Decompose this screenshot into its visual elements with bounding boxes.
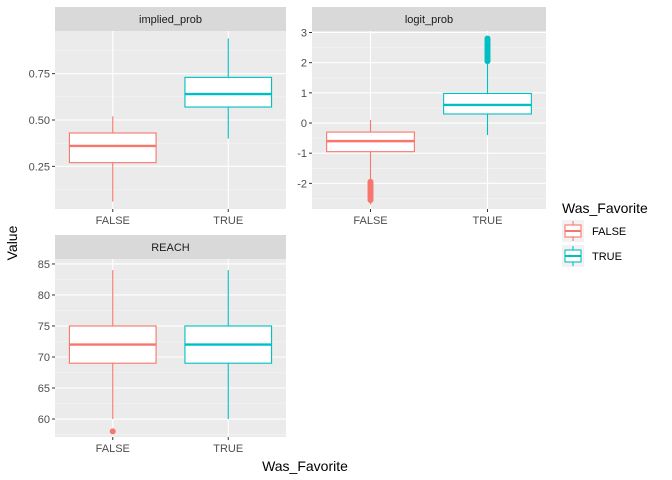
x-tick-label: TRUE: [473, 215, 503, 227]
panel-strip: [55, 7, 286, 31]
box-true: [443, 35, 532, 136]
panel-logit-prob: logit_prob -2 -1 0 1 2 3 FALSE TRUE: [297, 7, 546, 227]
plot-background: [312, 31, 546, 209]
legend-label-true: TRUE: [592, 251, 622, 263]
x-tick-label: FALSE: [96, 443, 130, 455]
box-false: [68, 116, 157, 202]
y-tick-label: 1: [301, 88, 307, 100]
y-tick-label: 60: [38, 414, 50, 426]
y-tick-label: 0.75: [29, 69, 50, 81]
y-tick-label: 2: [301, 58, 307, 70]
box-true: [184, 38, 273, 139]
x-tick-label: TRUE: [213, 215, 243, 227]
panel-REACH: REACH 60 65 70 75 80 85 FALSE TRUE: [38, 235, 286, 455]
panel-implied-prob: implied_prob 0.25 0.50 0.75 FALSE TRUE: [29, 7, 286, 227]
outlier-point: [367, 196, 374, 203]
y-tick-label: -1: [297, 148, 307, 160]
y-tick-label: 0.25: [29, 161, 50, 173]
panel-strip-label: REACH: [151, 242, 190, 254]
legend-key-true: [562, 245, 584, 267]
y-axis-title: Value: [4, 225, 20, 260]
y-tick-label: 0: [301, 118, 307, 130]
legend-title: Was_Favorite: [562, 200, 648, 216]
box-false: [326, 120, 415, 205]
panel-strip: [55, 235, 286, 259]
x-tick-label: FALSE: [96, 215, 130, 227]
y-tick-label: 75: [38, 321, 50, 333]
box-true: [184, 270, 273, 420]
y-tick-label: 70: [38, 352, 50, 364]
legend-label-false: FALSE: [592, 226, 626, 238]
y-tick-label: 3: [301, 28, 307, 40]
box-iqr: [443, 92, 532, 115]
panel-strip-label: implied_prob: [139, 14, 202, 26]
legend: FALSE TRUE: [562, 220, 626, 267]
outlier-point: [109, 428, 116, 435]
box-iqr: [68, 132, 157, 164]
panel-strip: [312, 7, 546, 31]
legend-key-false: [562, 220, 584, 242]
y-tick-label: 65: [38, 383, 50, 395]
y-tick-label: 85: [38, 259, 50, 271]
x-axis-title: Was_Favorite: [262, 458, 348, 474]
x-tick-label: FALSE: [353, 215, 387, 227]
box-false: [68, 270, 157, 435]
y-tick-label: -2: [297, 178, 307, 190]
x-tick-label: TRUE: [213, 443, 243, 455]
outlier-point: [484, 35, 491, 42]
y-tick-label: 0.50: [29, 115, 50, 127]
box-iqr: [184, 76, 273, 108]
y-tick-label: 80: [38, 290, 50, 302]
panel-strip-label: logit_prob: [405, 14, 453, 26]
